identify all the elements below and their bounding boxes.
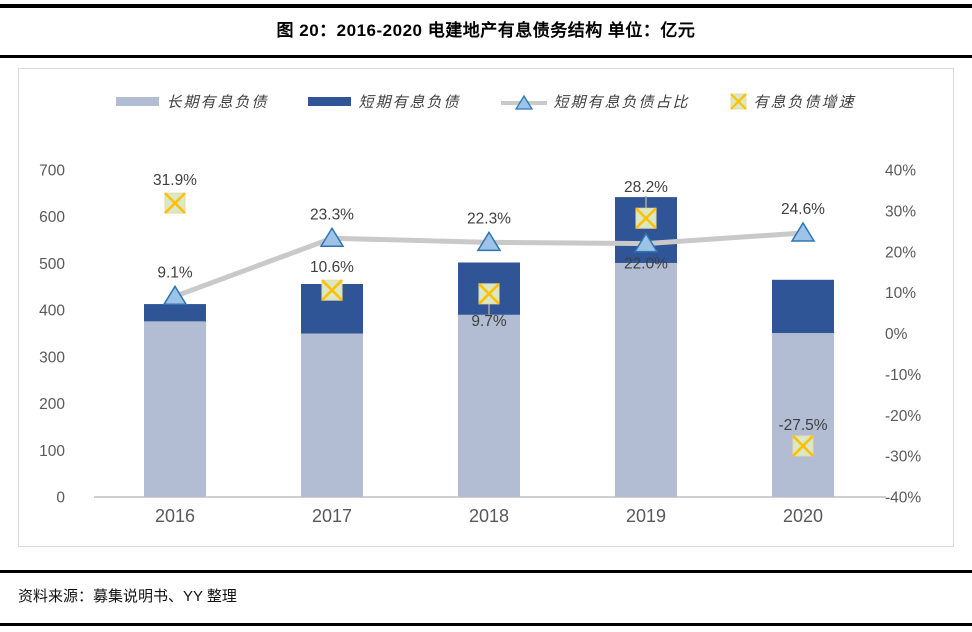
ratio-marker-2017 [319, 226, 345, 248]
right-axis-tick: -20% [885, 408, 921, 425]
growth-label-2020: -27.5% [778, 417, 827, 434]
ratio-label-2020: 24.6% [781, 201, 825, 218]
right-axis-tick: 40% [885, 163, 916, 180]
left-axis-tick: 700 [39, 163, 65, 180]
bar-short-2016 [144, 304, 206, 322]
x-axis-label-2019: 2019 [626, 506, 666, 526]
legend-label: 短期有息负债 [358, 94, 461, 111]
growth-label-2016: 31.9% [153, 172, 197, 189]
legend-label: 长期有息负债 [166, 94, 269, 111]
bar-long-2016 [144, 321, 206, 497]
right-axis-tick: 0% [885, 326, 908, 343]
left-axis-tick: 600 [39, 209, 65, 226]
right-axis-tick: 20% [885, 244, 916, 261]
legend-item-long-term-debt: 长期有息负债 [116, 91, 268, 112]
right-axis-tick: 10% [885, 285, 916, 302]
left-axis-tick: 200 [39, 396, 65, 413]
short-term-debt-swatch-icon [308, 97, 352, 106]
x-axis-label-2018: 2018 [469, 506, 509, 526]
growth-marker-x2-2019 [635, 207, 657, 230]
left-axis-tick: 100 [39, 443, 65, 460]
ratio-label-2017: 23.3% [310, 206, 354, 223]
chart-legend: 长期有息负债 短期有息负债 短期有息负债占比 有息负债增速 [19, 91, 953, 112]
ratio-marker-2018 [476, 230, 502, 252]
right-axis-tick: -40% [885, 490, 921, 507]
legend-item-growth-rate: 有息负债增速 [729, 91, 856, 112]
growth-marker-x2-2016 [164, 192, 186, 215]
growth-marker-x2-2017 [321, 279, 343, 302]
legend-item-short-term-debt: 短期有息负债 [308, 91, 460, 112]
footer-divider [0, 623, 972, 626]
growth-label-2017: 10.6% [310, 259, 354, 276]
long-term-debt-swatch-icon [116, 97, 160, 106]
chart-bottom-divider [0, 570, 972, 573]
chart-canvas: 700 600 500 400 300 200 100 0 40% 30% 20% 10% 0% -10%… [39, 163, 921, 527]
bar-short-2020 [772, 279, 834, 334]
ratio-marker-2016 [162, 284, 188, 306]
chart-panel: 700 600 500 400 300 200 100 0 40% 30% 20% 10% 0% -10%… [18, 68, 954, 547]
ratio-label-2018: 22.3% [467, 210, 511, 227]
ratio-marker-2020 [790, 221, 816, 242]
right-axis-tick: -30% [885, 449, 921, 466]
legend-label: 有息负债增速 [753, 94, 856, 111]
title-divider [0, 55, 972, 58]
bar-long-2019 [615, 262, 677, 497]
x-axis-label-2020: 2020 [783, 506, 823, 526]
growth-label-2019: 28.2% [624, 179, 668, 196]
bar-long-2020 [772, 333, 834, 497]
ratio-label-2016: 9.1% [157, 264, 193, 281]
left-axis-tick: 500 [39, 256, 65, 273]
x-axis-label-2017: 2017 [312, 506, 352, 526]
x-axis-label-2016: 2016 [155, 506, 195, 526]
ratio-marker-2019 [633, 232, 659, 253]
legend-item-short-term-ratio: 短期有息负债占比 [500, 91, 690, 112]
line-triangle-marker-icon [500, 94, 547, 110]
bar-long-2017 [301, 333, 363, 497]
source-note: 资料来源：募集说明书、YY 整理 [18, 588, 237, 605]
right-axis-tick: -10% [885, 367, 921, 384]
left-axis-tick: 300 [39, 349, 65, 366]
growth-marker-x2-2020 [792, 434, 814, 457]
growth-label-2018: 9.7% [471, 313, 507, 330]
legend-label: 短期有息负债占比 [553, 94, 690, 111]
left-axis-tick: 400 [39, 303, 65, 320]
figure-title: 图 20：2016-2020 电建地产有息债务结构 单位：亿元 [276, 21, 696, 40]
ratio-label-2019: 22.0% [624, 256, 668, 273]
x-square-marker-icon [729, 93, 747, 110]
left-axis-tick: 0 [56, 490, 65, 507]
top-divider [0, 4, 972, 8]
right-axis-tick: 30% [885, 203, 916, 220]
bar-long-2018 [458, 314, 520, 497]
growth-marker-x2-2018 [478, 282, 500, 305]
